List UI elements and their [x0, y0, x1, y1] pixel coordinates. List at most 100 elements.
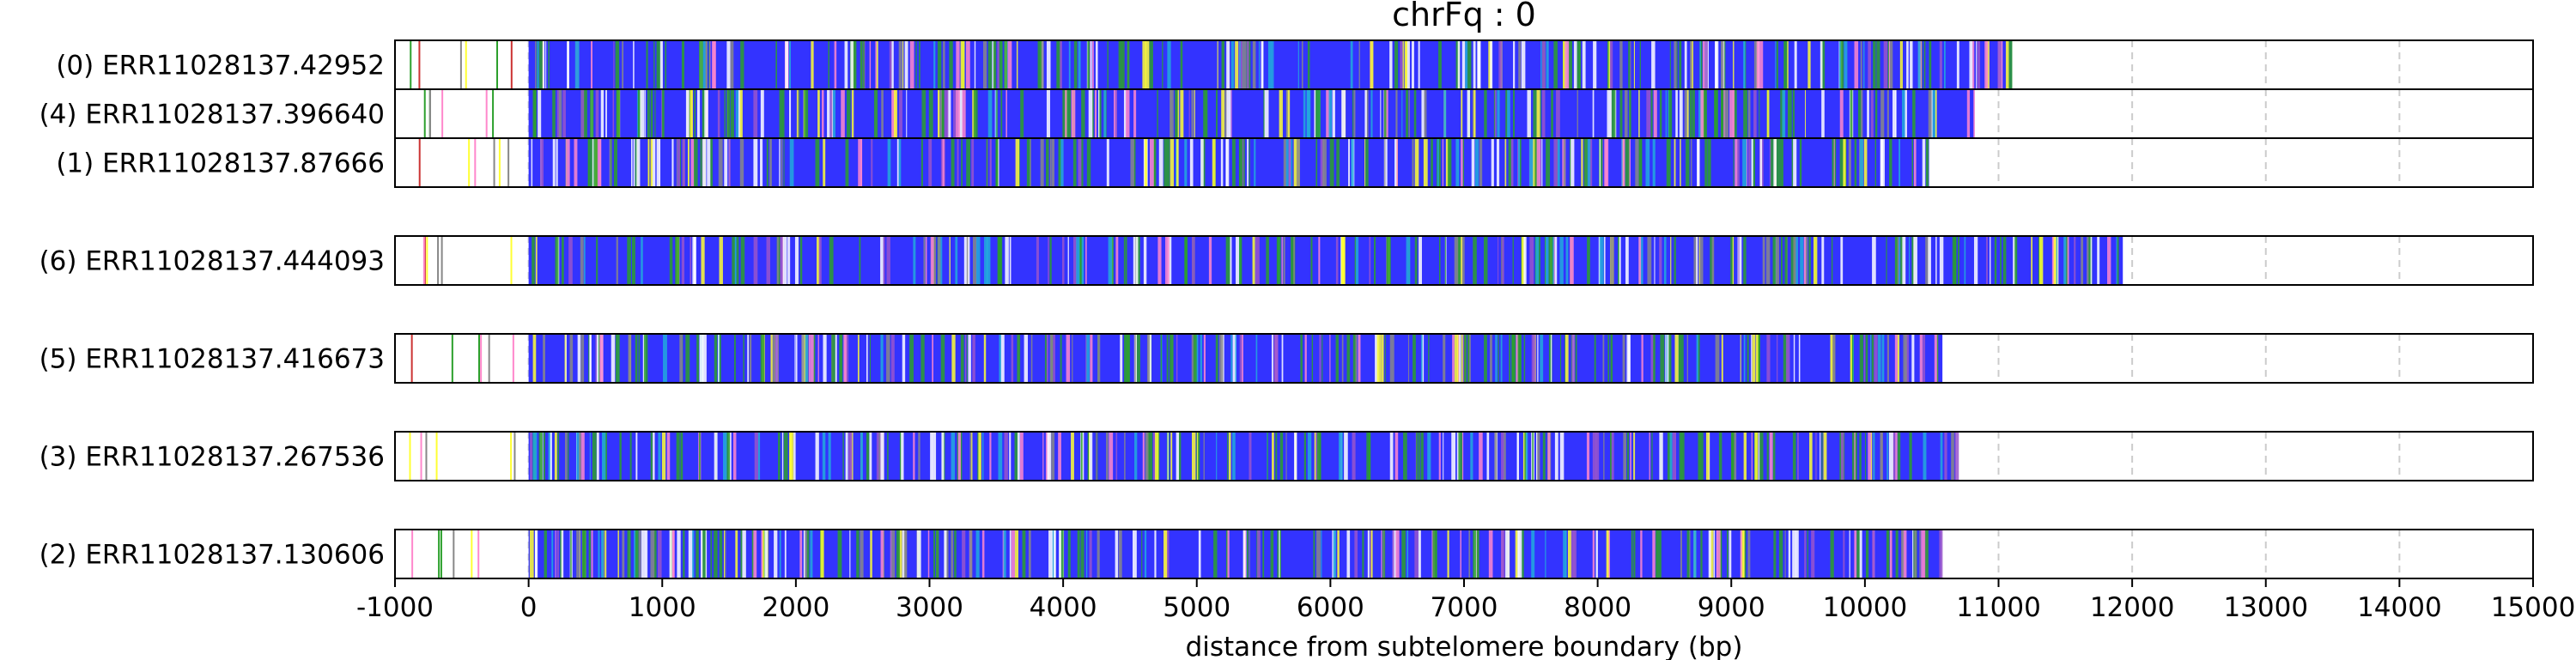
read-stripe — [1881, 334, 1885, 383]
read-stripe — [1098, 89, 1100, 138]
read-stripe — [1728, 530, 1732, 578]
read-stripe — [1088, 89, 1093, 138]
read-stripe — [1511, 334, 1516, 383]
read-stripe — [1065, 89, 1067, 138]
read-stripe — [1859, 530, 1862, 578]
read-stripe — [542, 40, 545, 89]
read-stripe — [681, 236, 685, 285]
read-stripe — [1230, 89, 1232, 138]
read-stripe — [1461, 432, 1464, 481]
read-stripe — [1066, 334, 1071, 383]
read-stripe — [1142, 432, 1145, 481]
read-stripe — [898, 530, 902, 578]
read-stripe — [1081, 89, 1085, 138]
read-stripe — [1876, 40, 1880, 89]
read-stripe — [1494, 89, 1497, 138]
read-stripe — [548, 432, 552, 481]
read-stripe — [1226, 530, 1230, 578]
read-stripe — [738, 89, 741, 138]
read-stripe — [1698, 89, 1703, 138]
read-stripe — [2106, 236, 2111, 285]
read-stripe — [1328, 89, 1333, 138]
x-tick-label: 12000 — [2090, 592, 2175, 623]
read-stripe — [1455, 138, 1460, 187]
read-stripe — [545, 40, 547, 89]
read-stripe — [1686, 89, 1689, 138]
read-stripe — [1247, 138, 1249, 187]
read-stripe — [1239, 40, 1241, 89]
read-stripe — [820, 530, 824, 578]
read-stripe — [1762, 236, 1765, 285]
read-stripe — [1046, 334, 1048, 383]
row-frame — [394, 333, 2534, 384]
read-stripe — [1419, 236, 1422, 285]
read-stripe — [932, 236, 937, 285]
read-stripe — [1954, 236, 1957, 285]
read-stripe — [949, 40, 953, 89]
read-stripe — [1062, 89, 1066, 138]
read-stripe — [1743, 89, 1748, 138]
read-stripe — [960, 40, 965, 89]
read-stripe — [1552, 236, 1555, 285]
read-stripe — [719, 334, 721, 383]
read-stripe — [653, 432, 655, 481]
read-stripe — [1370, 89, 1373, 138]
read-stripe — [1196, 432, 1200, 481]
read-stripe — [760, 138, 763, 187]
read-stripe — [857, 334, 860, 383]
read-stripe — [1009, 236, 1012, 285]
read-stripe — [966, 138, 971, 187]
read-stripe — [1563, 40, 1567, 89]
read-stripe — [875, 40, 878, 89]
read-stripe — [973, 89, 978, 138]
read-stripe — [1766, 432, 1769, 481]
read-stripe — [633, 40, 635, 89]
read-stripe — [1912, 530, 1914, 578]
read-stripe — [1909, 236, 1911, 285]
read-stripe — [722, 432, 727, 481]
read-stripe — [1017, 334, 1021, 383]
read-stripe — [1553, 40, 1558, 89]
read-stripe — [1783, 40, 1786, 89]
read-stripe — [565, 138, 570, 187]
read-stripe — [841, 89, 845, 138]
read-stripe — [732, 432, 737, 481]
read-stripe — [599, 138, 601, 187]
read-stripe — [1124, 432, 1126, 481]
read-stripe — [1307, 40, 1310, 89]
read-stripe — [1019, 432, 1024, 481]
read-stripe — [869, 432, 872, 481]
read-stripe — [1384, 138, 1386, 187]
read-stripe — [1559, 236, 1564, 285]
read-stripe — [596, 236, 598, 285]
read-stripe — [1536, 138, 1541, 187]
read-stripe — [556, 530, 559, 578]
read-stripe — [1559, 432, 1564, 481]
read-stripe — [647, 89, 650, 138]
read-stripe — [1601, 138, 1603, 187]
read-stripe — [1470, 432, 1473, 481]
read-stripe — [844, 40, 848, 89]
read-stripe — [1910, 40, 1913, 89]
subtelomere-stripe — [411, 530, 414, 578]
read-stripe — [1681, 432, 1685, 481]
read-stripe — [696, 334, 699, 383]
read-stripe — [966, 334, 968, 383]
read-stripe — [1839, 40, 1843, 89]
read-stripe — [538, 89, 542, 138]
read-stripe — [1939, 40, 1942, 89]
read-stripe — [552, 138, 556, 187]
read-stripe — [774, 334, 778, 383]
read-stripe — [1467, 89, 1470, 138]
read-stripe — [754, 432, 758, 481]
read-stripe — [1418, 530, 1421, 578]
read-stripe — [1355, 334, 1358, 383]
read-stripe — [1607, 89, 1611, 138]
read-stripe — [932, 432, 937, 481]
read-stripe — [829, 236, 834, 285]
read-stripe — [928, 138, 933, 187]
read-stripe — [1536, 432, 1538, 481]
read-stripe — [933, 40, 936, 89]
read-stripe — [1821, 89, 1825, 138]
read-stripe — [996, 89, 998, 138]
